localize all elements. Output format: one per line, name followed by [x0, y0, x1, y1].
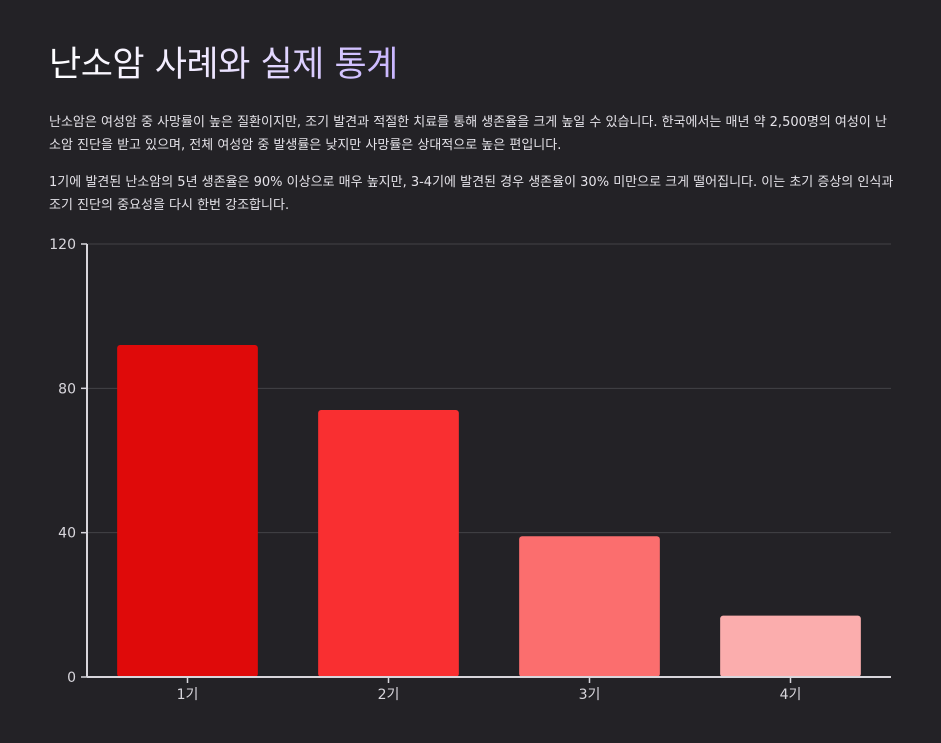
x-tick-label: 1기 — [177, 687, 199, 703]
bar — [519, 536, 660, 677]
intro-paragraph: 난소암은 여성암 중 사망률이 높은 질환이지만, 조기 발견과 적절한 치료를… — [49, 115, 887, 153]
y-tick-label: 0 — [67, 670, 76, 686]
x-tick-label: 2기 — [378, 687, 400, 703]
bar — [318, 409, 459, 677]
y-tick-label: 40 — [58, 526, 76, 542]
y-tick-label: 80 — [58, 381, 76, 397]
y-tick-label: 120 — [49, 237, 76, 253]
bar — [720, 615, 861, 677]
chart-labels: 0 40 80 120 1기 2기 3기 4기 — [49, 237, 801, 703]
x-tick-label: 4기 — [780, 687, 802, 703]
chart-axes — [81, 243, 891, 683]
bar — [117, 345, 258, 677]
chart-bars — [117, 345, 861, 677]
survival-paragraph: 1기에 발견된 난소암의 5년 생존율은 90% 이상으로 매우 높지만, 3-… — [49, 175, 894, 213]
x-tick-label: 3기 — [579, 687, 601, 703]
page-title: 난소암 사례와 실제 통계 — [49, 36, 398, 87]
